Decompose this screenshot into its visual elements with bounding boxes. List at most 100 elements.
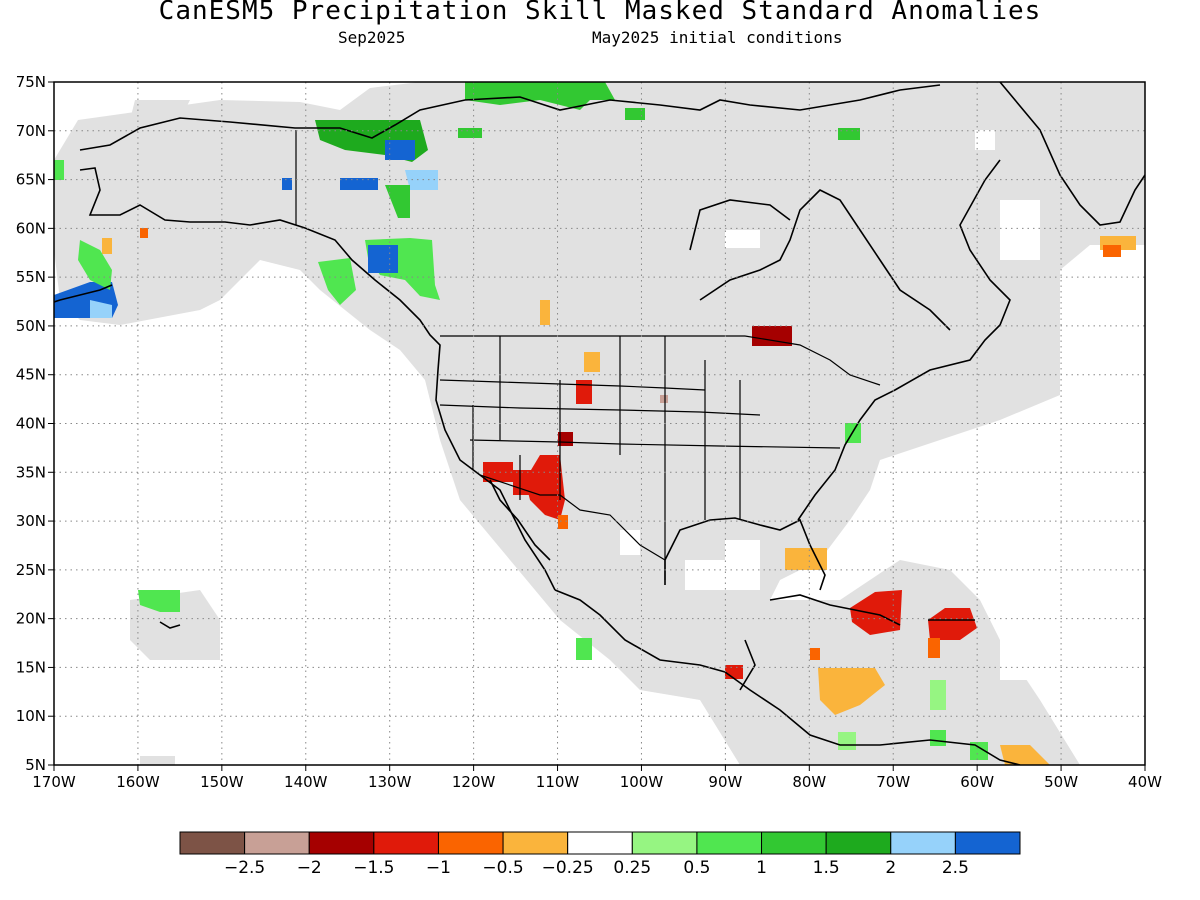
anomaly-patches: [54, 82, 1136, 765]
anomaly-patch-yukon-3: [405, 170, 438, 190]
lat-tick-label: 75N: [16, 73, 46, 91]
colorbar-label: 1.5: [813, 858, 840, 878]
longitude-axis: 170W 160W 150W 140W 130W 120W 110W 100W 90W 80W 70…: [32, 765, 1162, 791]
lon-tick-label: 150W: [200, 773, 244, 791]
latitude-axis: 75N 70N 65N 60N 55N 50N 45N 40N 35N 30N 25N 20N 15N 1…: [16, 73, 54, 774]
mask-gaps: [620, 130, 1040, 680]
lon-tick-label: 60W: [960, 773, 994, 791]
anomaly-patch-arizona-2: [513, 470, 533, 495]
graticule: [54, 82, 1145, 765]
anomaly-patch-venezuela: [930, 680, 946, 710]
lat-tick-label: 15N: [16, 658, 46, 676]
colorbar-swatch: [761, 831, 827, 855]
colorbar-swatch: [890, 831, 956, 855]
colorbar-swatch: [825, 831, 892, 855]
lon-tick-label: 50W: [1044, 773, 1078, 791]
colorbar-swatch: [179, 831, 246, 855]
anomaly-patch-yukon: [340, 178, 378, 190]
colorbar-swatch: [308, 831, 375, 855]
colorbar-label: −2.5: [224, 858, 265, 878]
anomaly-patch-hawaii: [138, 590, 180, 612]
anomaly-patch-yukon-4: [385, 185, 410, 218]
anomaly-patch-hispaniola: [850, 590, 902, 635]
colorbar-swatch: [502, 831, 569, 855]
lon-tick-label: 110W: [536, 773, 580, 791]
valid-month-label: Sep2025: [338, 28, 406, 47]
lon-tick-label: 170W: [32, 773, 76, 791]
anomaly-patch-arctic-islands-2: [625, 108, 645, 120]
colorbar-swatch: [244, 831, 310, 855]
colorbar-label: −0.5: [482, 858, 523, 878]
lat-tick-label: 45N: [16, 366, 46, 384]
anomaly-patch-chukotka: [54, 160, 64, 180]
anomaly-patch-venezuela-2: [930, 730, 946, 746]
lat-tick-label: 25N: [16, 561, 46, 579]
colorbar-label: 1: [756, 858, 767, 878]
anomaly-patch-greenland-2: [1103, 245, 1121, 257]
anomaly-patch-florida: [785, 548, 827, 570]
lon-tick-label: 120W: [452, 773, 496, 791]
anomaly-patch-bc: [540, 300, 550, 325]
colorbar-label: −0.25: [542, 858, 594, 878]
political-borders: [295, 130, 881, 580]
anomaly-patch-bering-2: [102, 238, 112, 254]
anomaly-patch-colombia-2: [838, 732, 856, 750]
anomaly-patch-yukon-2: [282, 178, 292, 190]
lon-tick-label: 140W: [284, 773, 328, 791]
lat-tick-label: 50N: [16, 317, 46, 335]
colorbar-label: 0.25: [613, 858, 651, 878]
anomaly-patch-pacific-mexico: [576, 638, 592, 660]
anomaly-patch-antilles: [928, 608, 977, 640]
anomaly-patch-sonora: [558, 515, 568, 529]
anomaly-patch-arctic-coast-2: [385, 140, 415, 160]
anomaly-patch-arctic-islands-4: [458, 128, 482, 138]
colorbar-swatch: [437, 831, 504, 855]
lon-tick-label: 90W: [708, 773, 742, 791]
lon-tick-label: 70W: [876, 773, 910, 791]
colorbar-label: 0.5: [683, 858, 710, 878]
lat-tick-label: 10N: [16, 707, 46, 725]
anomaly-patch-southwest: [525, 455, 565, 520]
lat-tick-label: 40N: [16, 415, 46, 433]
colorbar-legend: −2.5 −2 −1.5 −1 −0.5 −0.25 0.25 0.5 1 1.5 2 2.5: [179, 831, 1021, 878]
colorbar-label: −2: [297, 858, 322, 878]
lat-tick-label: 70N: [16, 122, 46, 140]
lon-tick-label: 130W: [368, 773, 412, 791]
anomaly-patch-venezuela-3: [970, 742, 988, 760]
anomaly-patch-gulf-alaska-2: [368, 245, 398, 273]
anomaly-patch-wyoming: [576, 380, 592, 404]
anomaly-patch-arctic-islands: [465, 82, 615, 110]
lat-tick-label: 55N: [16, 268, 46, 286]
anomaly-patch-nebraska: [660, 395, 668, 403]
map-layers: [54, 82, 1145, 765]
anomaly-patch-arizona: [483, 462, 513, 482]
lat-tick-label: 60N: [16, 219, 46, 237]
colorbar-swatch: [696, 831, 763, 855]
colorbar-swatch: [373, 831, 439, 855]
lat-tick-label: 30N: [16, 512, 46, 530]
lon-tick-label: 80W: [792, 773, 826, 791]
lon-tick-label: 40W: [1128, 773, 1162, 791]
anomaly-patch-ontario: [752, 326, 792, 346]
anomaly-patch-antilles-2: [928, 638, 940, 658]
colorbar-swatch: [954, 831, 1021, 855]
lat-tick-label: 5N: [25, 756, 46, 774]
anomaly-patch-alaska-peninsula-2: [90, 300, 112, 318]
map-title: CanESM5 Precipitation Skill Masked Stand…: [158, 0, 1042, 26]
colorbar-label: −1: [426, 858, 451, 878]
colorbar-label: 2.5: [942, 858, 969, 878]
lat-tick-label: 65N: [16, 171, 46, 189]
anomaly-patch-central-america: [725, 665, 743, 679]
lat-tick-label: 35N: [16, 463, 46, 481]
colorbar-swatch: [631, 831, 698, 855]
anomaly-patch-guianas: [1000, 745, 1050, 765]
lon-tick-label: 160W: [116, 773, 160, 791]
lon-tick-label: 100W: [620, 773, 664, 791]
anomaly-patch-bering: [140, 228, 148, 238]
anomaly-patch-montana: [584, 352, 600, 372]
coastlines: [54, 82, 1145, 765]
anomaly-patch-gulf-alaska-3: [318, 258, 356, 305]
colorbar-label: 2: [885, 858, 896, 878]
colorbar-swatch: [567, 831, 633, 855]
